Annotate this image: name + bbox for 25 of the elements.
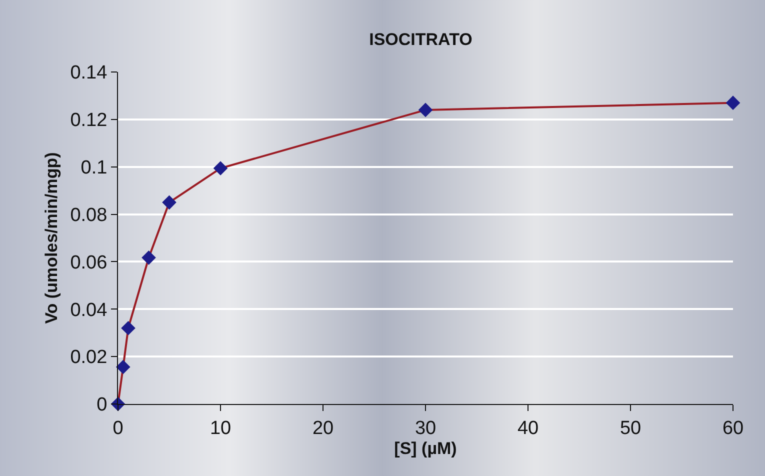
point xyxy=(121,320,136,336)
x-tick-label: 30 xyxy=(414,418,436,439)
point xyxy=(418,102,433,118)
x-tick-label: 40 xyxy=(517,418,539,439)
x-tick-label: 20 xyxy=(312,418,334,439)
chart-title: ISOCITRATO xyxy=(369,30,472,50)
x-tick-label: 50 xyxy=(620,418,642,439)
x-tick-label: 10 xyxy=(210,418,232,439)
point xyxy=(116,360,130,374)
y-tick-label: 0 xyxy=(96,394,108,416)
y-tick-label: 0.12 xyxy=(70,110,108,132)
y-tick-label: 0.08 xyxy=(70,204,108,226)
point xyxy=(162,195,176,210)
y-tick-label: 0.02 xyxy=(70,347,108,368)
point xyxy=(142,250,156,265)
y-tick-label: 0.1 xyxy=(80,158,108,179)
point xyxy=(213,161,228,176)
y-axis-title: Vo (umoles/min/mgp) xyxy=(42,152,61,324)
y-tick-label: 0.14 xyxy=(70,62,108,84)
y-tick-label: 0.06 xyxy=(70,252,108,274)
point xyxy=(726,96,740,110)
y-tick-label: 0.04 xyxy=(70,300,108,321)
x-tick-label: 60 xyxy=(722,418,744,439)
x-axis-title: [S] (µM) xyxy=(394,438,457,458)
x-tick-label: 0 xyxy=(112,418,124,439)
